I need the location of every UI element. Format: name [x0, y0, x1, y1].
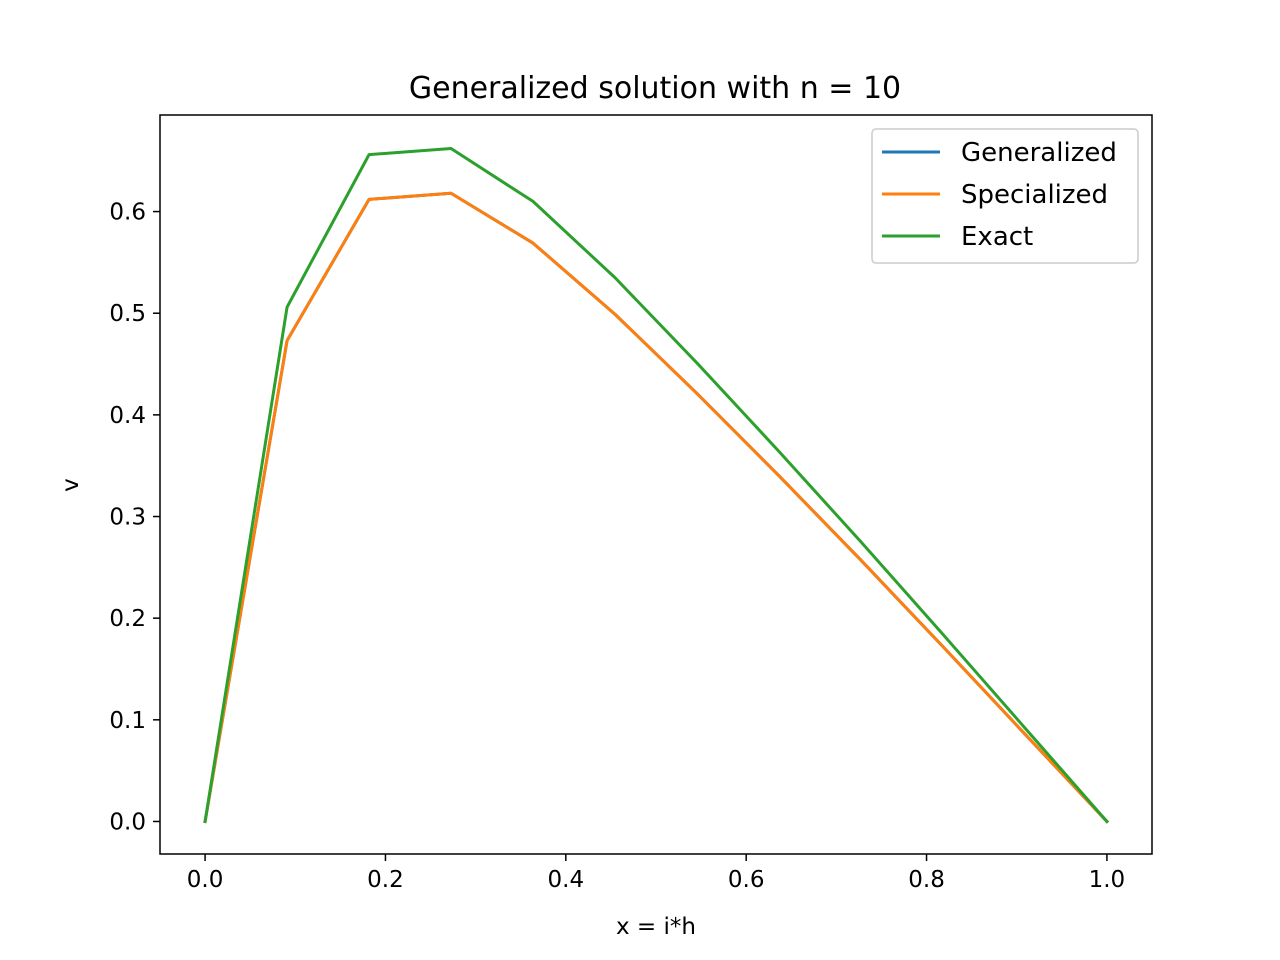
y-tick-label: 0.2: [109, 606, 146, 632]
legend-label-generalized: Generalized: [961, 138, 1117, 168]
y-tick-label: 0.0: [109, 809, 146, 835]
x-tick-label: 0.4: [548, 867, 585, 893]
y-axis-label: v: [58, 478, 84, 492]
y-tick-label: 0.1: [109, 708, 146, 734]
x-tick-label: 0.8: [908, 867, 945, 893]
y-tick-label: 0.4: [109, 403, 146, 429]
series-line-exact: [203, 147, 1110, 824]
chart-title: Generalized solution with n = 10: [409, 71, 901, 106]
x-axis-label: x = i*h: [616, 914, 696, 940]
x-tick-label: 1.0: [1089, 867, 1126, 893]
y-tick-label: 0.6: [109, 200, 146, 226]
legend-label-specialized: Specialized: [961, 180, 1108, 210]
axes-frame: [159, 114, 1153, 855]
x-tick-label: 0.0: [187, 867, 224, 893]
plot-area: [203, 147, 1110, 824]
legend: Generalized Specialized Exact: [871, 128, 1139, 264]
y-tick-label: 0.3: [109, 505, 146, 531]
legend-box: [871, 128, 1139, 264]
series-line-specialized: [203, 191, 1110, 824]
x-axis: 0.0 0.2 0.4 0.6 0.8 1.0: [187, 854, 1125, 893]
x-tick-label: 0.2: [367, 867, 404, 893]
x-tick-label: 0.6: [728, 867, 765, 893]
legend-label-exact: Exact: [961, 222, 1033, 252]
y-axis: 0.0 0.1 0.2 0.3 0.4 0.5 0.6: [109, 200, 160, 835]
y-tick-label: 0.5: [109, 301, 146, 327]
